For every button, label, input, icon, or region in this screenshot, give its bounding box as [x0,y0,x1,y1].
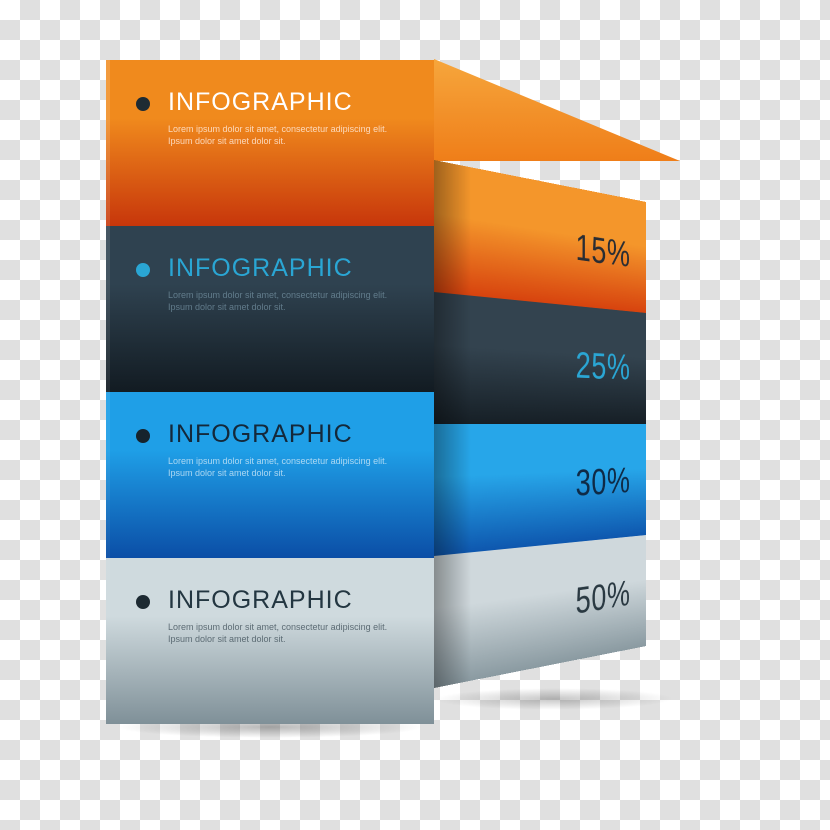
left-block-4: INFOGRAPHIC Lorem ipsum dolor sit amet, c… [106,558,434,724]
left-block-3: INFOGRAPHIC Lorem ipsum dolor sit amet, c… [106,392,434,558]
percentage-label: 15% [576,226,631,276]
text-column: INFOGRAPHIC Lorem ipsum dolor sit amet, c… [168,88,408,147]
right-band-2: 25% [434,292,646,424]
block-title: INFOGRAPHIC [168,254,408,283]
block-body: Lorem ipsum dolor sit amet, consectetur … [168,123,408,147]
left-block-2: INFOGRAPHIC Lorem ipsum dolor sit amet, c… [106,226,434,392]
infographic-stage: INFOGRAPHIC Lorem ipsum dolor sit amet, c… [0,0,830,830]
text-column: INFOGRAPHIC Lorem ipsum dolor sit amet, c… [168,420,408,479]
percentage-label: 30% [576,460,631,505]
block-body: Lorem ipsum dolor sit amet, consectetur … [168,289,408,313]
text-column: INFOGRAPHIC Lorem ipsum dolor sit amet, c… [168,586,408,645]
left-block-content: INFOGRAPHIC Lorem ipsum dolor sit amet, c… [136,586,408,645]
bullet-icon [136,595,150,609]
bullet-icon [136,97,150,111]
right-band-3: 30% [434,424,646,556]
bullet-icon [136,429,150,443]
left-block-content: INFOGRAPHIC Lorem ipsum dolor sit amet, c… [136,420,408,479]
right-panel-wrap: 15% 25% 30% 50% [434,160,738,688]
bullet-icon [136,263,150,277]
block-title: INFOGRAPHIC [168,88,408,117]
percentage-label: 25% [576,344,631,389]
right-band-1: 15% [434,160,646,313]
block-title: INFOGRAPHIC [168,586,408,615]
right-panel: 15% 25% 30% 50% [434,160,646,688]
percentage-label: 50% [576,572,631,622]
block-body: Lorem ipsum dolor sit amet, consectetur … [168,621,408,645]
block-title: INFOGRAPHIC [168,420,408,449]
left-block-1: INFOGRAPHIC Lorem ipsum dolor sit amet, c… [106,60,434,226]
text-column: INFOGRAPHIC Lorem ipsum dolor sit amet, c… [168,254,408,313]
right-band-4: 50% [434,535,646,688]
right-panel-shadow [430,688,678,710]
left-column: INFOGRAPHIC Lorem ipsum dolor sit amet, c… [106,60,434,724]
top-lid [434,59,680,161]
left-block-content: INFOGRAPHIC Lorem ipsum dolor sit amet, c… [136,88,408,147]
block-body: Lorem ipsum dolor sit amet, consectetur … [168,455,408,479]
left-block-content: INFOGRAPHIC Lorem ipsum dolor sit amet, c… [136,254,408,313]
